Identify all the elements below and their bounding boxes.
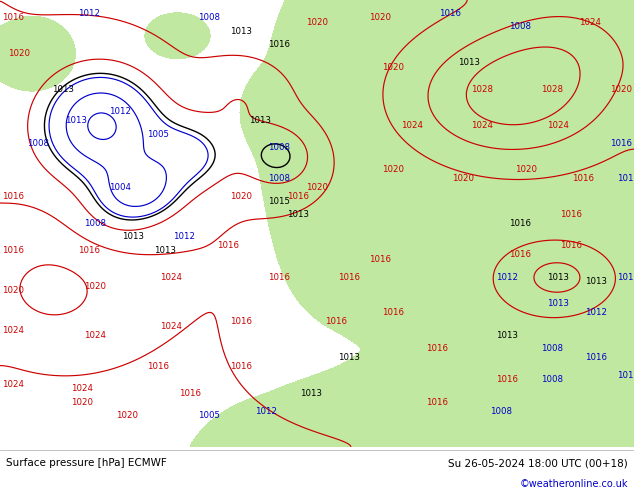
Text: 1012: 1012 <box>617 272 634 282</box>
Text: 1012: 1012 <box>496 272 518 282</box>
Text: 1028: 1028 <box>471 85 493 94</box>
Text: 1020: 1020 <box>382 63 404 72</box>
Text: 1008: 1008 <box>268 174 290 183</box>
Text: 1020: 1020 <box>515 165 537 174</box>
Text: 1024: 1024 <box>401 121 423 130</box>
Text: 1008: 1008 <box>490 407 512 416</box>
Text: 1016: 1016 <box>560 241 581 250</box>
Text: 1016: 1016 <box>617 174 634 183</box>
Text: 1016: 1016 <box>230 317 252 326</box>
Text: 1013: 1013 <box>547 272 569 282</box>
Text: 1016: 1016 <box>585 353 607 362</box>
Text: Su 26-05-2024 18:00 UTC (00+18): Su 26-05-2024 18:00 UTC (00+18) <box>448 458 628 468</box>
Text: 1013: 1013 <box>585 277 607 286</box>
Text: 1028: 1028 <box>541 85 562 94</box>
Text: 1024: 1024 <box>579 18 600 27</box>
Text: 1016: 1016 <box>370 255 391 264</box>
Text: 1013: 1013 <box>53 85 74 94</box>
Text: 1016: 1016 <box>427 398 448 407</box>
Text: 1016: 1016 <box>148 362 169 371</box>
Text: 1016: 1016 <box>338 272 359 282</box>
Text: 1008: 1008 <box>198 13 220 23</box>
Text: 1020: 1020 <box>306 18 328 27</box>
Text: 1024: 1024 <box>160 272 182 282</box>
Text: 1016: 1016 <box>509 219 531 228</box>
Text: 1012: 1012 <box>78 9 100 18</box>
Text: 1013: 1013 <box>249 116 271 125</box>
Text: Surface pressure [hPa] ECMWF: Surface pressure [hPa] ECMWF <box>6 458 167 468</box>
Text: 1012: 1012 <box>585 308 607 318</box>
Text: 1020: 1020 <box>452 174 474 183</box>
Text: 1008: 1008 <box>84 219 106 228</box>
Text: 1013: 1013 <box>496 331 518 340</box>
Text: 1020: 1020 <box>370 13 391 23</box>
Text: 1004: 1004 <box>110 183 131 192</box>
Text: 1005: 1005 <box>148 129 169 139</box>
Text: 1016: 1016 <box>230 362 252 371</box>
Text: 1013: 1013 <box>458 58 480 67</box>
Text: 1016: 1016 <box>439 9 461 18</box>
Text: 1016: 1016 <box>287 192 309 201</box>
Text: 1016: 1016 <box>382 308 404 318</box>
Text: 1012: 1012 <box>256 407 277 416</box>
Text: 1024: 1024 <box>160 322 182 331</box>
Text: 1016: 1016 <box>611 139 632 147</box>
Text: 1013: 1013 <box>287 210 309 219</box>
Text: 1016: 1016 <box>268 272 290 282</box>
Text: 1020: 1020 <box>116 411 138 420</box>
Text: 1024: 1024 <box>471 121 493 130</box>
Text: 1013: 1013 <box>122 232 144 242</box>
Text: 1020: 1020 <box>611 85 632 94</box>
Text: ©weatheronline.co.uk: ©weatheronline.co.uk <box>519 479 628 489</box>
Text: 1024: 1024 <box>84 331 106 340</box>
Text: 1016: 1016 <box>78 246 100 255</box>
Text: 1013: 1013 <box>300 389 321 398</box>
Text: 1013: 1013 <box>65 116 87 125</box>
Text: 1016: 1016 <box>325 317 347 326</box>
Text: 1008: 1008 <box>541 344 562 353</box>
Text: 1008: 1008 <box>509 23 531 31</box>
Text: 1016: 1016 <box>509 250 531 259</box>
Text: 1012: 1012 <box>110 107 131 116</box>
Text: 1016: 1016 <box>2 192 23 201</box>
Text: 1020: 1020 <box>84 281 106 291</box>
Text: 1016: 1016 <box>573 174 594 183</box>
Text: 1020: 1020 <box>382 165 404 174</box>
Text: 1016: 1016 <box>2 246 23 255</box>
Text: 1020: 1020 <box>230 192 252 201</box>
Text: 1024: 1024 <box>2 380 23 389</box>
Text: 1024: 1024 <box>547 121 569 130</box>
Text: 1016: 1016 <box>217 241 239 250</box>
Text: 1013: 1013 <box>154 246 176 255</box>
Text: 1012: 1012 <box>173 232 195 242</box>
Text: 1016: 1016 <box>427 344 448 353</box>
Text: 1008: 1008 <box>268 143 290 152</box>
Text: 1016: 1016 <box>2 13 23 23</box>
Text: 1013: 1013 <box>547 299 569 308</box>
Text: 1020: 1020 <box>72 398 93 407</box>
Text: 1013: 1013 <box>338 353 359 362</box>
Text: 1016: 1016 <box>179 389 201 398</box>
Text: 1016: 1016 <box>560 210 581 219</box>
Text: 1020: 1020 <box>2 286 23 295</box>
Text: 1016: 1016 <box>496 375 518 384</box>
Text: 1005: 1005 <box>198 411 220 420</box>
Text: 1013: 1013 <box>230 27 252 36</box>
Text: 1020: 1020 <box>306 183 328 192</box>
Text: 1020: 1020 <box>8 49 30 58</box>
Text: 1016: 1016 <box>268 40 290 49</box>
Text: 1024: 1024 <box>2 326 23 335</box>
Text: 1008: 1008 <box>27 139 49 147</box>
Text: 1015: 1015 <box>268 196 290 206</box>
Text: 1008: 1008 <box>541 375 562 384</box>
Text: 1024: 1024 <box>72 384 93 393</box>
Text: 1016: 1016 <box>617 371 634 380</box>
